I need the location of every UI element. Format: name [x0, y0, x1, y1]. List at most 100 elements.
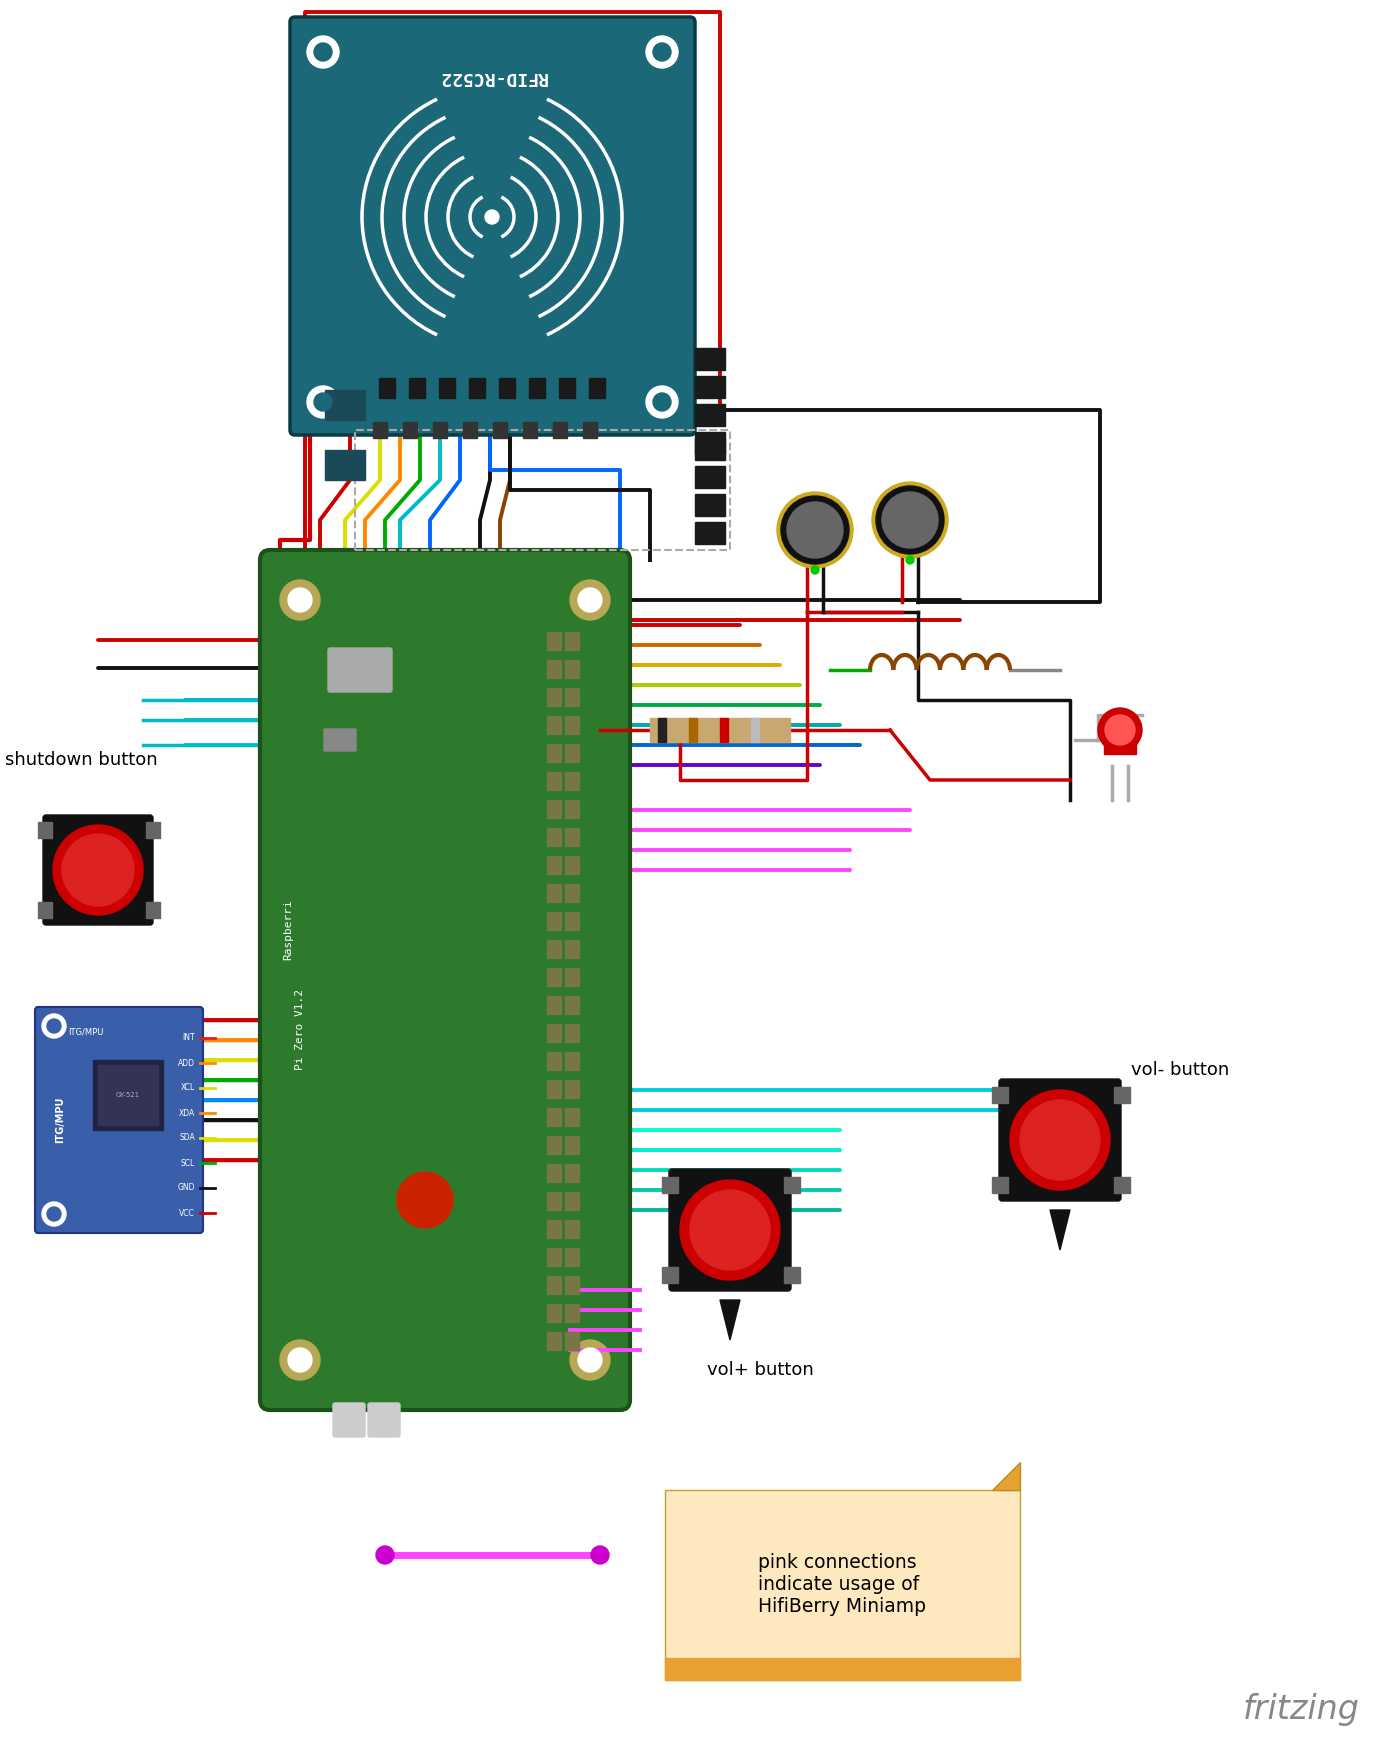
Bar — [469, 379, 485, 398]
Bar — [547, 1277, 561, 1294]
Text: GND: GND — [178, 1183, 194, 1193]
Bar — [403, 422, 417, 438]
Circle shape — [906, 556, 914, 565]
Bar — [547, 660, 561, 677]
Circle shape — [776, 492, 853, 568]
Circle shape — [690, 1190, 770, 1270]
Bar — [38, 902, 51, 917]
Circle shape — [653, 393, 671, 412]
Bar — [547, 912, 561, 929]
Bar — [547, 801, 561, 818]
Circle shape — [288, 1348, 313, 1372]
Bar — [565, 856, 579, 874]
Bar — [565, 940, 579, 959]
Circle shape — [63, 834, 133, 907]
Circle shape — [578, 1348, 601, 1372]
Bar — [146, 902, 160, 917]
Bar — [565, 660, 579, 677]
Bar — [1114, 1178, 1131, 1193]
Circle shape — [281, 1339, 319, 1379]
Text: VCC: VCC — [179, 1209, 194, 1218]
Circle shape — [42, 1014, 67, 1039]
Bar — [992, 1087, 1008, 1103]
Bar — [1114, 1087, 1131, 1103]
Circle shape — [288, 589, 313, 611]
Bar — [565, 801, 579, 818]
Circle shape — [1097, 709, 1142, 752]
Bar — [547, 829, 561, 846]
Circle shape — [653, 43, 671, 61]
Bar — [565, 829, 579, 846]
Bar — [694, 433, 725, 453]
Bar — [463, 422, 476, 438]
Circle shape — [485, 210, 499, 224]
Circle shape — [882, 492, 938, 547]
Circle shape — [376, 1546, 394, 1563]
Bar — [547, 771, 561, 790]
Bar — [439, 379, 456, 398]
Text: ADD: ADD — [178, 1058, 194, 1068]
FancyBboxPatch shape — [999, 1079, 1121, 1200]
Bar — [565, 716, 579, 735]
Bar — [146, 822, 160, 837]
Circle shape — [47, 1207, 61, 1221]
FancyBboxPatch shape — [328, 648, 392, 691]
FancyBboxPatch shape — [260, 551, 631, 1410]
Bar — [583, 422, 597, 438]
Text: INT: INT — [182, 1034, 194, 1042]
Text: GY-521: GY-521 — [115, 1093, 140, 1098]
Polygon shape — [720, 1299, 740, 1339]
Bar — [524, 422, 538, 438]
Bar — [694, 493, 725, 516]
Bar — [325, 391, 365, 420]
Bar — [694, 523, 725, 544]
Circle shape — [646, 36, 678, 68]
Bar — [379, 379, 394, 398]
Bar — [565, 1053, 579, 1070]
Circle shape — [1010, 1091, 1110, 1190]
Bar — [547, 1332, 561, 1350]
Circle shape — [314, 393, 332, 412]
Bar — [565, 1164, 579, 1181]
Text: Raspberri: Raspberri — [283, 900, 293, 961]
FancyBboxPatch shape — [333, 1403, 365, 1436]
Bar — [992, 1178, 1008, 1193]
Bar — [565, 743, 579, 763]
Polygon shape — [1050, 1211, 1070, 1251]
Bar — [547, 995, 561, 1014]
Circle shape — [1020, 1100, 1100, 1179]
Text: vol- button: vol- button — [1131, 1061, 1229, 1079]
Bar — [529, 379, 544, 398]
Text: XCL: XCL — [181, 1084, 194, 1093]
Circle shape — [569, 1339, 610, 1379]
Circle shape — [811, 566, 820, 573]
Circle shape — [781, 497, 849, 565]
Text: Pi Zero V1.2: Pi Zero V1.2 — [294, 990, 306, 1070]
Bar — [547, 1164, 561, 1181]
Polygon shape — [992, 1463, 1020, 1490]
Circle shape — [681, 1179, 781, 1280]
Bar — [565, 1108, 579, 1126]
Bar — [565, 771, 579, 790]
Bar — [720, 717, 728, 742]
Bar — [547, 1192, 561, 1211]
FancyBboxPatch shape — [665, 1490, 1020, 1680]
Text: pink connections
indicate usage of
HifiBerry Miniamp: pink connections indicate usage of HifiB… — [758, 1553, 926, 1617]
Bar — [565, 1247, 579, 1266]
Bar — [408, 379, 425, 398]
Bar — [547, 1025, 561, 1042]
Bar — [565, 968, 579, 987]
Bar — [751, 717, 758, 742]
Circle shape — [646, 386, 678, 419]
Text: SCL: SCL — [181, 1159, 194, 1167]
FancyBboxPatch shape — [669, 1169, 790, 1291]
Text: shutdown button: shutdown button — [6, 750, 157, 769]
Text: ITG/MPU: ITG/MPU — [56, 1096, 65, 1143]
Bar — [93, 1060, 163, 1131]
Bar — [547, 1080, 561, 1098]
FancyBboxPatch shape — [35, 1007, 203, 1233]
Bar — [783, 1266, 800, 1284]
Circle shape — [47, 1020, 61, 1034]
Bar — [547, 743, 561, 763]
Circle shape — [578, 589, 601, 611]
